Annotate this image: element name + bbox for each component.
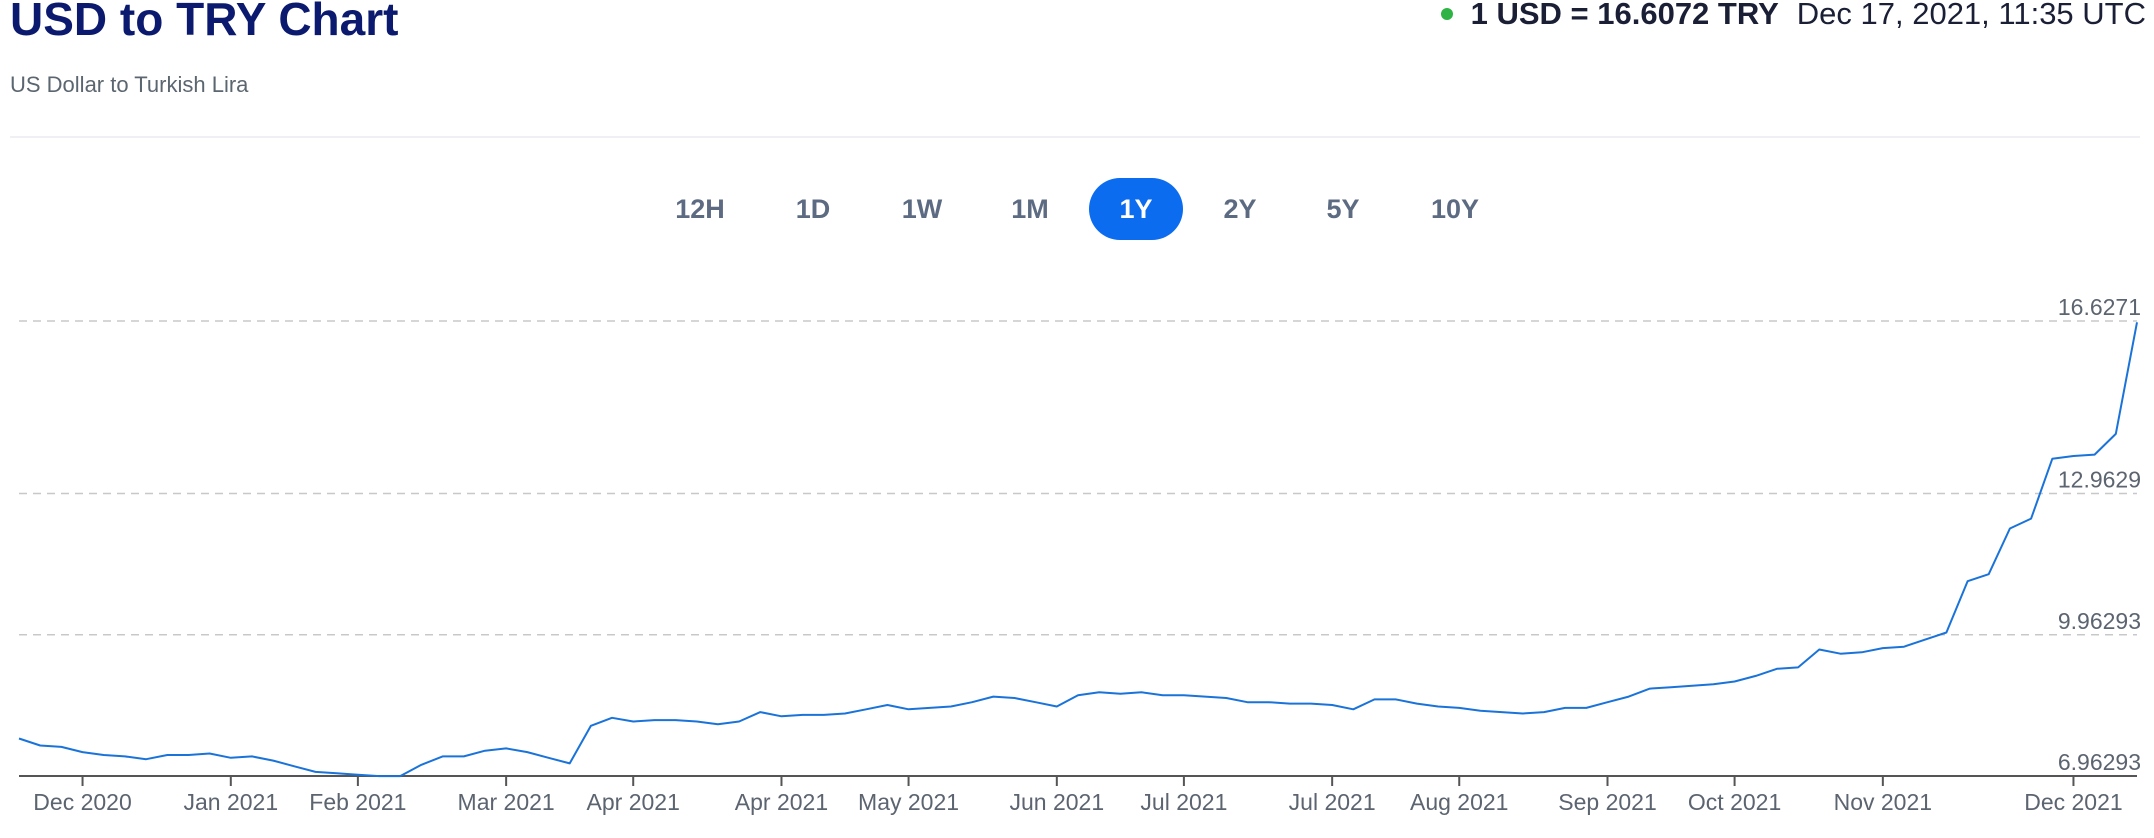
x-tick-label: Dec 2021 — [2024, 789, 2122, 815]
x-tick-label: Apr 2021 — [587, 789, 680, 815]
x-tick-label: Dec 2020 — [33, 789, 131, 815]
range-button[interactable]: 1Y — [1089, 178, 1183, 240]
x-tick-label: Jun 2021 — [1009, 789, 1104, 815]
live-dot — [1440, 8, 1453, 20]
rate-info: 1 USD = 16.6072 TRY Dec 17, 2021, 11:35 … — [1440, 0, 2146, 32]
x-tick-label: Jul 2021 — [1140, 789, 1227, 815]
range-selector: 12H 1D 1W 1M 1Y 2Y 5Y 10Y — [0, 178, 2154, 240]
x-tick-label: Jul 2021 — [1289, 789, 1376, 815]
range-button[interactable]: 1D — [795, 194, 831, 224]
x-tick-label: Oct 2021 — [1688, 789, 1781, 815]
x-tick-label: May 2021 — [858, 789, 959, 815]
x-tick-label: Mar 2021 — [458, 789, 555, 815]
separator — [10, 136, 2140, 138]
range-button[interactable]: 5Y — [1326, 194, 1360, 224]
x-tick-label: Aug 2021 — [1410, 789, 1508, 815]
x-tick-label: Jan 2021 — [183, 789, 278, 815]
y-tick-label: 16.6271 — [2058, 294, 2141, 320]
range-button[interactable]: 12H — [675, 194, 725, 224]
range-button[interactable]: 2Y — [1223, 194, 1257, 224]
y-tick-label: 9.96293 — [2058, 608, 2141, 634]
y-tick-label: 12.9629 — [2058, 467, 2141, 493]
rate-text: 1 USD = 16.6072 TRY — [1470, 0, 1779, 31]
x-tick-label: Feb 2021 — [309, 789, 406, 815]
price-line — [18, 322, 2138, 778]
x-tick-label: Nov 2021 — [1834, 789, 1932, 815]
x-tick-label: Apr 2021 — [735, 789, 828, 815]
rate-timestamp: Dec 17, 2021, 11:35 UTC — [1796, 0, 2146, 31]
range-button[interactable]: 1M — [1011, 194, 1049, 224]
subtitle: US Dollar to Turkish Lira — [10, 72, 249, 97]
y-tick-label: 6.96293 — [2058, 749, 2141, 775]
range-button[interactable]: 10Y — [1430, 194, 1480, 224]
page-title: USD to TRY Chart — [10, 0, 399, 45]
x-tick-label: Sep 2021 — [1558, 789, 1656, 815]
range-button[interactable]: 1W — [901, 194, 943, 224]
